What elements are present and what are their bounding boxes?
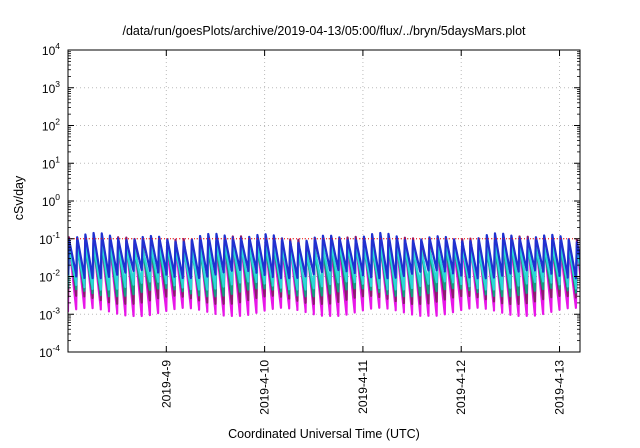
x-tick-label: 2019-4-9 <box>159 360 173 408</box>
y-tick-label: 10-2 <box>39 268 60 285</box>
x-tick-label: 2019-4-11 <box>356 360 370 414</box>
y-tick-label: 101 <box>42 154 60 171</box>
x-axis: 2019-4-9 2019-4-10 2019-4-11 2019-4-12 2019-… <box>159 50 567 415</box>
y-tick-label: 10-1 <box>39 230 60 247</box>
y-tick-label: 10-3 <box>39 305 60 322</box>
y-axis-label: cSv/day <box>12 175 26 220</box>
x-tick-label: 2019-4-12 <box>454 360 468 415</box>
y-tick-label: 104 <box>42 41 60 58</box>
x-tick-label: 2019-4-10 <box>258 360 272 415</box>
y-tick-label: 102 <box>42 117 60 134</box>
y-tick-label: 10-4 <box>39 343 60 360</box>
x-tick-label: 2019-4-13 <box>553 360 567 415</box>
y-axis: 104 103 102 101 100 10-1 10-2 10-3 10-4 <box>39 41 580 360</box>
chart-title: /data/run/goesPlots/archive/2019-04-13/0… <box>122 24 526 38</box>
series-line <box>68 231 580 280</box>
series-layer <box>68 231 580 318</box>
y-tick-label: 100 <box>42 192 60 209</box>
y-tick-label: 103 <box>42 79 60 96</box>
x-axis-label: Coordinated Universal Time (UTC) <box>228 427 420 441</box>
